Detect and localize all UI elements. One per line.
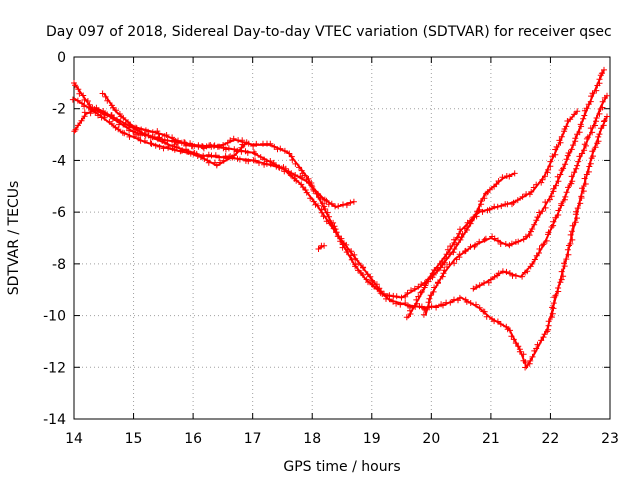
x-tick-label: 15 <box>125 431 143 447</box>
series-markers <box>420 66 607 318</box>
y-tick-label: -2 <box>52 102 66 118</box>
y-tick-labels: 0 -2 -4 -6 -8 -10 -12 -14 <box>43 50 66 428</box>
y-tick-label: 0 <box>57 50 66 66</box>
series-markers <box>99 90 610 371</box>
series-line <box>424 69 605 316</box>
x-tick-label: 18 <box>303 431 321 447</box>
x-tick-label: 14 <box>65 431 83 447</box>
x-tick-labels: 14 15 16 17 18 19 20 21 22 23 <box>65 431 619 447</box>
x-tick-label: 23 <box>601 431 619 447</box>
y-tick-label: -8 <box>52 257 66 273</box>
y-tick-label: -14 <box>43 412 66 428</box>
y-tick-label: -10 <box>43 309 66 325</box>
series-track-6 <box>403 108 581 321</box>
x-axis-label: GPS time / hours <box>283 459 400 475</box>
y-tick-label: -4 <box>52 153 66 169</box>
series-track-8 <box>470 92 610 292</box>
series-line <box>472 95 608 291</box>
chart-title: Day 097 of 2018, Sidereal Day-to-day VTE… <box>46 24 612 40</box>
series-markers <box>470 92 610 292</box>
series-track-5 <box>315 242 328 252</box>
x-tick-label: 19 <box>363 431 381 447</box>
y-tick-label: -6 <box>52 205 66 221</box>
series-track-7 <box>420 66 607 318</box>
data-marks <box>69 66 610 371</box>
axis-ticks <box>73 56 611 420</box>
plot-frame <box>73 56 611 420</box>
x-tick-label: 22 <box>542 431 560 447</box>
y-axis-label: SDTVAR / TECUs <box>6 181 22 296</box>
x-tick-label: 20 <box>422 431 440 447</box>
series-track-4 <box>99 90 610 371</box>
x-tick-label: 17 <box>244 431 262 447</box>
x-tick-label: 16 <box>184 431 202 447</box>
y-tick-label: -12 <box>43 360 66 376</box>
series-markers <box>403 108 581 321</box>
x-tick-label: 21 <box>482 431 500 447</box>
series-track-3 <box>71 104 250 169</box>
series-markers <box>315 242 328 252</box>
